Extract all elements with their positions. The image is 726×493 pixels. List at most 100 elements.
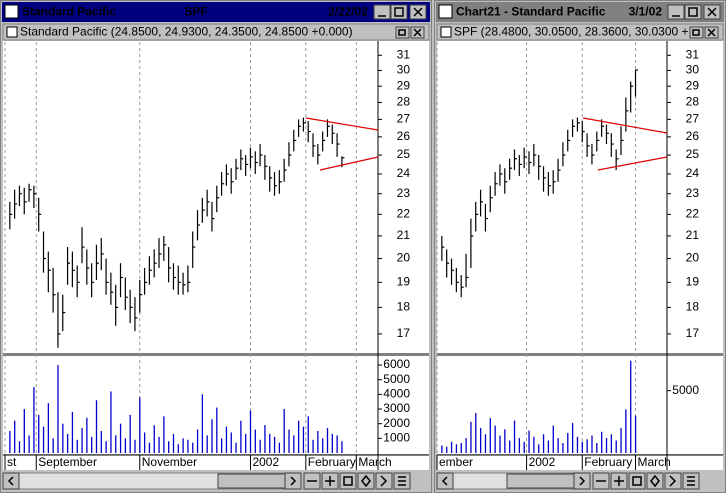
volume-bar <box>95 400 98 453</box>
y-tick-label: 31 <box>397 47 411 61</box>
pane-restore-button[interactable] <box>395 26 410 39</box>
volume-bar <box>479 428 482 453</box>
scroll-right[interactable] <box>284 472 302 490</box>
window-date: 2/22/02 <box>328 5 368 19</box>
date-axis <box>437 455 723 470</box>
window-date: 3/1/02 <box>629 5 663 19</box>
volume-bar <box>57 365 59 453</box>
close-button-glyph <box>413 7 423 17</box>
volume-bar <box>278 442 281 453</box>
scroll-right-glyph <box>290 476 297 486</box>
volume-bar <box>528 430 530 453</box>
volume-bar <box>66 433 69 453</box>
volume-bar <box>322 438 324 453</box>
volume-bar <box>9 431 11 453</box>
toolbar-button[interactable] <box>628 472 646 490</box>
pane-icon <box>440 26 452 38</box>
volume-bar <box>245 433 247 453</box>
x-tick-label: November <box>142 455 197 469</box>
maximize-button[interactable] <box>390 4 408 20</box>
volume-bar <box>91 436 93 453</box>
toolbar-button-glyph <box>650 474 660 488</box>
volume-bar <box>460 443 462 453</box>
toolbar-button-glyph <box>614 476 624 486</box>
volume-bar <box>586 439 588 453</box>
toolbar-button[interactable] <box>664 472 682 490</box>
pane-restore-button[interactable] <box>689 26 704 39</box>
toolbar-button-glyph <box>669 475 677 487</box>
volume-bar <box>42 426 45 453</box>
y-tick-label: 27 <box>686 112 700 126</box>
volume-bar <box>326 428 329 453</box>
scroll-left-glyph <box>7 476 14 486</box>
toolbar-button[interactable] <box>339 472 357 490</box>
y-tick-label: 17 <box>397 326 411 340</box>
volume-bar <box>504 429 506 453</box>
x-tick-label: September <box>38 455 97 469</box>
x-tick-label: 2002 <box>529 455 556 469</box>
window-symbol: SPF <box>184 5 207 19</box>
toolbar-button-glyph <box>361 474 371 488</box>
volume-bar <box>596 443 598 453</box>
volume-bar <box>177 444 179 453</box>
maximize-button-glyph <box>688 7 698 17</box>
y-tick-label: 20 <box>686 251 700 265</box>
y-tick-label: 23 <box>397 186 411 200</box>
volume-bar <box>307 416 309 453</box>
pane-title: SPF (28.4800, 30.0500, 28.3600, 30.0300 … <box>454 25 719 39</box>
pane-title-bar <box>436 23 724 41</box>
volume-bar <box>538 444 540 453</box>
volume-bar <box>615 440 617 453</box>
volume-bar <box>605 438 608 453</box>
x-tick-label: March <box>358 455 391 469</box>
volume-bar <box>336 435 338 453</box>
volume-bar <box>269 433 271 453</box>
y-tick-label: 26 <box>686 129 700 143</box>
x-tick-label: ember <box>439 455 473 469</box>
volume-bar <box>158 436 160 453</box>
toolbar-button[interactable] <box>357 472 375 490</box>
scroll-thumb[interactable] <box>506 473 578 489</box>
volume-bar <box>283 409 285 453</box>
y-tick-label: 27 <box>397 112 411 126</box>
scroll-left[interactable] <box>2 472 20 490</box>
trend-line <box>305 117 379 131</box>
volume-bar <box>455 444 458 453</box>
toolbar-button[interactable] <box>375 472 393 490</box>
volume-bar <box>591 435 593 453</box>
volume-bar <box>288 429 290 453</box>
volume-bar <box>148 442 151 453</box>
window-icon <box>438 4 453 19</box>
volume-bar <box>143 432 146 453</box>
toolbar-button[interactable] <box>646 472 664 490</box>
maximize-button-glyph <box>394 7 404 17</box>
volume-bar <box>153 425 155 453</box>
volume-bar <box>187 439 189 453</box>
minimize-button[interactable] <box>667 4 685 20</box>
trend-line <box>319 156 379 171</box>
maximize-button[interactable] <box>684 4 702 20</box>
y-tick-label: 30 <box>397 63 411 77</box>
scroll-left[interactable] <box>436 472 454 490</box>
volume-bar <box>518 438 521 453</box>
minimize-button[interactable] <box>373 4 391 20</box>
scroll-right[interactable] <box>573 472 591 490</box>
volume-bar <box>52 438 54 453</box>
volume-bar <box>235 442 237 453</box>
volume-tick-label: 6000 <box>383 357 410 371</box>
y-tick-label: 25 <box>686 147 700 161</box>
volume-bar <box>317 431 319 453</box>
volume-bar <box>331 433 333 453</box>
y-tick-label: 28 <box>686 95 700 109</box>
volume-bar <box>547 440 550 453</box>
volume-bar <box>216 407 218 453</box>
scroll-thumb[interactable] <box>217 473 289 489</box>
volume-bar <box>601 431 603 453</box>
volume-bar <box>100 431 102 453</box>
volume-bar <box>119 423 122 453</box>
volume-bar <box>225 426 228 453</box>
x-tick-label: February <box>308 455 356 469</box>
volume-bar <box>489 418 491 453</box>
pane-divider <box>3 353 429 356</box>
volume-bar <box>581 441 583 453</box>
